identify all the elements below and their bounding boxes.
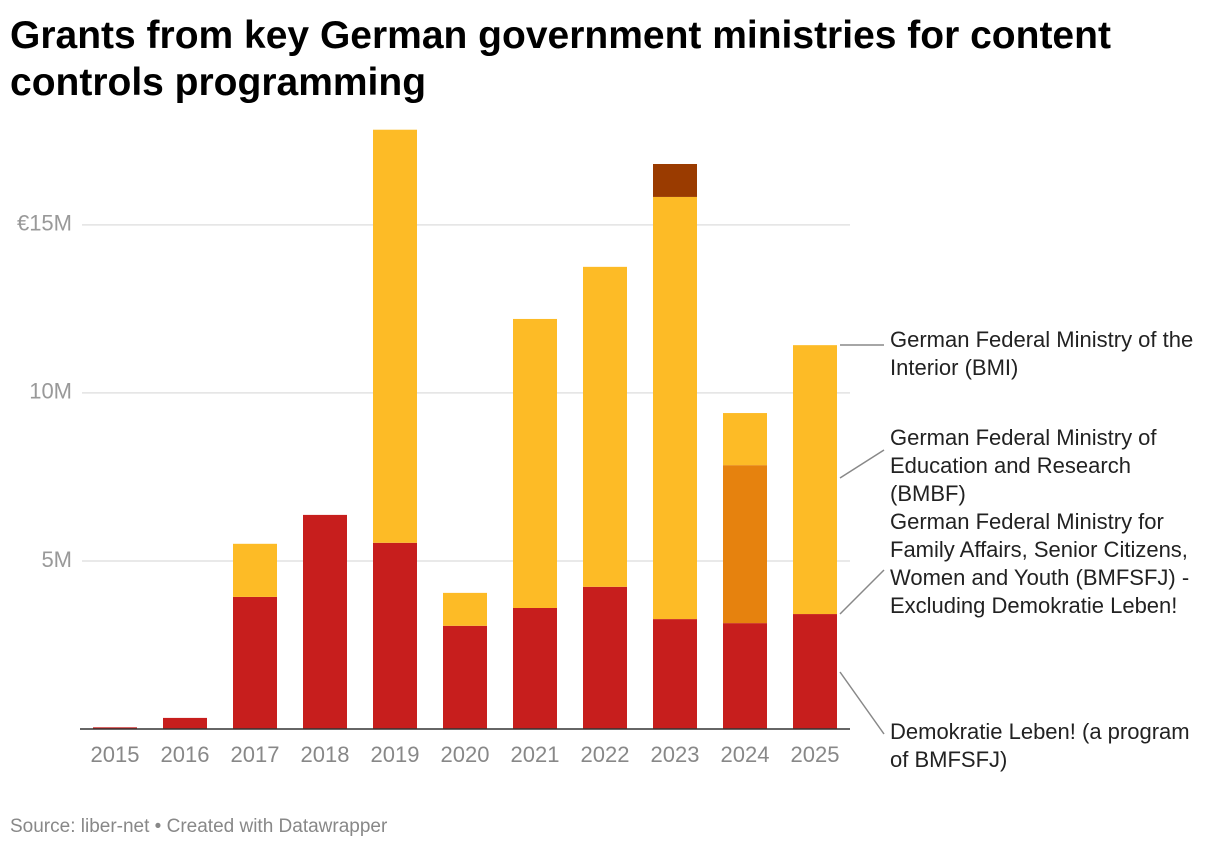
bar-segment: [233, 596, 277, 729]
bar-segment: [233, 543, 277, 597]
label-connector: [839, 449, 885, 479]
bar-segment: [723, 413, 767, 466]
bar-segment: [583, 586, 627, 729]
chart-title: Grants from key German government minist…: [10, 14, 1111, 104]
y-tick-label: €15M: [17, 211, 72, 236]
bar-segment: [723, 623, 767, 729]
bar-segment: [443, 592, 487, 626]
x-tick-label: 2021: [511, 742, 560, 767]
bar-segment: [93, 727, 137, 729]
bar-segment: [373, 542, 417, 729]
y-tick-label: 5M: [41, 547, 72, 572]
x-tick-label: 2015: [91, 742, 140, 767]
series-label: Demokratie Leben! (a program of BMFSFJ): [890, 719, 1190, 772]
series-label: German Federal Ministry of Education and…: [890, 425, 1157, 506]
x-tick-label: 2016: [161, 742, 210, 767]
series-label: German Federal Ministry for Family Affai…: [890, 509, 1190, 618]
bar-segment: [513, 318, 557, 608]
x-tick-label: 2022: [581, 742, 630, 767]
source: Source: liber-net • Created with Datawra…: [10, 816, 388, 837]
label-connector: [839, 671, 885, 735]
x-tick-label: 2017: [231, 742, 280, 767]
bar-segment: [723, 465, 767, 624]
bar-segment: [653, 163, 697, 197]
bar-segment: [513, 608, 557, 729]
bar-segment: [793, 345, 837, 615]
bar-segment: [793, 614, 837, 729]
x-tick-label: 2023: [651, 742, 700, 767]
bar-segment: [443, 625, 487, 729]
x-tick-label: 2019: [371, 742, 420, 767]
bar-segment: [303, 514, 347, 729]
label-connector: [839, 569, 885, 615]
series-label: German Federal Ministry of the Interior …: [890, 327, 1194, 380]
x-tick-label: 2024: [721, 742, 770, 767]
x-tick-label: 2025: [791, 742, 840, 767]
bar-segment: [163, 717, 207, 729]
x-tick-label: 2018: [301, 742, 350, 767]
y-tick-label: 10M: [29, 379, 72, 404]
x-tick-label: 2020: [441, 742, 490, 767]
bar-segment: [373, 129, 417, 543]
bar-segment: [653, 196, 697, 620]
bar-segment: [583, 266, 627, 587]
bar-segment: [653, 619, 697, 729]
